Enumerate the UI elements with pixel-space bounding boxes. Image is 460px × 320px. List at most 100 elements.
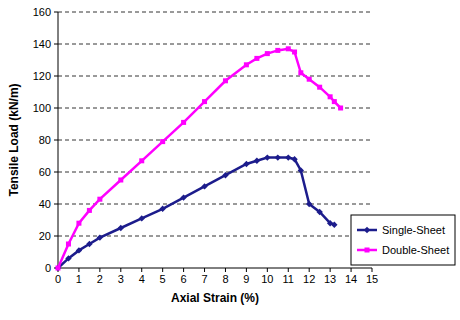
- marks: [55, 46, 343, 271]
- data-point: [317, 85, 322, 90]
- y-tick: [54, 44, 58, 45]
- legend-label: Double-Sheet: [382, 244, 449, 256]
- x-tick-label: 1: [76, 273, 82, 285]
- data-point: [254, 158, 260, 164]
- data-point: [332, 99, 337, 104]
- data-point: [160, 139, 165, 144]
- data-point: [76, 247, 82, 253]
- x-tick: [351, 268, 352, 272]
- data-point: [97, 234, 103, 240]
- data-point: [254, 56, 259, 61]
- data-point: [202, 99, 207, 104]
- data-point: [265, 51, 270, 56]
- y-tick-label: 140: [33, 38, 51, 50]
- y-tick-label: 20: [39, 230, 51, 242]
- data-point: [201, 183, 207, 189]
- x-tick: [183, 268, 184, 272]
- x-tick: [330, 268, 331, 272]
- data-point: [285, 154, 291, 160]
- x-tick: [141, 268, 142, 272]
- x-tick: [372, 268, 373, 272]
- x-axis: [58, 268, 372, 269]
- y-tick: [54, 204, 58, 205]
- data-point: [264, 154, 270, 160]
- x-tick-label: 9: [243, 273, 249, 285]
- y-tick-label: 80: [39, 134, 51, 146]
- y-tick-label: 60: [39, 166, 51, 178]
- data-point: [306, 201, 312, 207]
- x-tick-label: 7: [201, 273, 207, 285]
- grid-line: [58, 76, 372, 77]
- data-point: [298, 70, 303, 75]
- data-point: [244, 62, 249, 67]
- data-point: [181, 120, 186, 125]
- data-point: [97, 197, 102, 202]
- y-tick: [54, 76, 58, 77]
- x-axis-label: Axial Strain (%): [171, 291, 259, 305]
- x-tick-label: 14: [345, 273, 357, 285]
- x-tick: [309, 268, 310, 272]
- y-tick-label: 120: [33, 70, 51, 82]
- x-tick: [225, 268, 226, 272]
- x-tick-label: 2: [97, 273, 103, 285]
- data-point: [56, 266, 61, 271]
- data-point: [55, 265, 61, 271]
- data-point: [87, 208, 92, 213]
- x-tick: [267, 268, 268, 272]
- grid-line: [58, 172, 372, 173]
- data-point: [338, 106, 343, 111]
- x-tick: [204, 268, 205, 272]
- y-tick-label: 0: [45, 262, 51, 274]
- y-axis: [58, 12, 59, 268]
- y-axis-label: Tensile Load (kN/m): [7, 83, 21, 196]
- legend-marker: [365, 248, 370, 253]
- data-point: [118, 225, 124, 231]
- data-point: [66, 242, 71, 247]
- y-tick-label: 160: [33, 6, 51, 18]
- x-tick: [120, 268, 121, 272]
- x-tick: [99, 268, 100, 272]
- data-point: [223, 78, 228, 83]
- y-tick: [54, 140, 58, 141]
- data-point: [275, 48, 280, 53]
- legend-box: [351, 215, 455, 265]
- x-tick: [162, 268, 163, 272]
- legend-marker: [364, 227, 370, 233]
- y-tick: [54, 12, 58, 13]
- data-point: [139, 215, 145, 221]
- x-tick-label: 0: [55, 273, 61, 285]
- grid-line: [58, 108, 372, 109]
- y-tick: [54, 172, 58, 173]
- x-tick-label: 5: [160, 273, 166, 285]
- data-point: [243, 161, 249, 167]
- data-point: [298, 167, 304, 173]
- chart-container: 0204060801001201401600123456789101112131…: [0, 0, 460, 320]
- series-line: [58, 158, 334, 268]
- legend: Single-Sheet Double-Sheet: [351, 215, 455, 265]
- data-point: [180, 194, 186, 200]
- x-tick: [78, 268, 79, 272]
- y-tick-label: 100: [33, 102, 51, 114]
- data-point: [86, 241, 92, 247]
- legend-label: Single-Sheet: [382, 224, 445, 236]
- data-point: [286, 46, 291, 51]
- grid-line: [58, 12, 372, 13]
- series-line: [58, 49, 341, 268]
- data-point: [307, 77, 312, 82]
- x-tick-label: 3: [118, 273, 124, 285]
- x-tick: [288, 268, 289, 272]
- y-tick: [54, 236, 58, 237]
- x-tick-label: 13: [324, 273, 336, 285]
- chart: 0204060801001201401600123456789101112131…: [0, 0, 460, 320]
- y-tick-label: 40: [39, 198, 51, 210]
- data-point: [222, 172, 228, 178]
- x-tick-label: 11: [283, 273, 294, 285]
- grid-line: [58, 140, 372, 141]
- grid-line: [58, 44, 372, 45]
- grid-line: [58, 204, 372, 205]
- x-tick-label: 6: [181, 273, 187, 285]
- background: [0, 0, 460, 320]
- y-tick: [54, 108, 58, 109]
- x-tick-label: 10: [261, 273, 273, 285]
- x-tick-label: 8: [222, 273, 228, 285]
